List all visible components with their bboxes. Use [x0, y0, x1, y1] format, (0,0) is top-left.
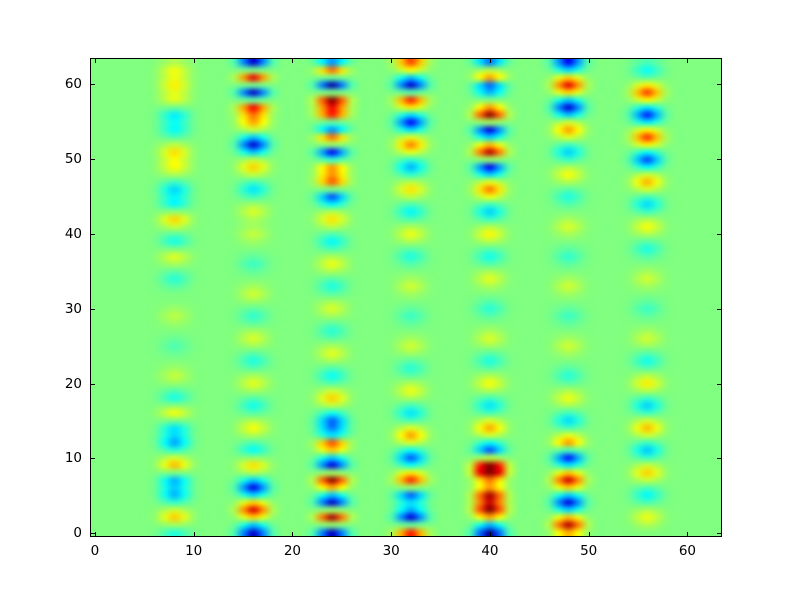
x-tick-label: 30 — [382, 543, 400, 559]
x-tick-label: 40 — [481, 543, 499, 559]
heatmap-image — [91, 59, 721, 536]
x-tick-mark — [94, 59, 96, 63]
y-tick-mark — [717, 233, 721, 235]
y-tick-mark — [717, 458, 721, 460]
y-tick-mark — [717, 84, 721, 86]
x-tick-mark — [193, 59, 195, 63]
y-tick-mark — [717, 533, 721, 535]
x-tick-mark — [391, 59, 393, 63]
y-tick-label: 60 — [64, 76, 82, 93]
y-tick-label: 0 — [73, 525, 82, 542]
x-tick-mark — [193, 532, 195, 536]
x-tick-mark — [489, 59, 491, 63]
x-tick-label: 10 — [185, 543, 203, 559]
y-tick-label: 10 — [64, 450, 82, 467]
y-tick-mark — [91, 84, 95, 86]
y-tick-label: 30 — [64, 300, 82, 317]
x-tick-mark — [292, 532, 294, 536]
y-tick-mark — [91, 233, 95, 235]
y-tick-mark — [91, 458, 95, 460]
x-tick-mark — [588, 59, 590, 63]
x-tick-mark — [687, 59, 689, 63]
y-tick-mark — [91, 308, 95, 310]
y-tick-mark — [717, 383, 721, 385]
y-tick-mark — [91, 533, 95, 535]
y-tick-label: 20 — [64, 375, 82, 392]
y-tick-mark — [91, 159, 95, 161]
x-tick-label: 60 — [678, 543, 697, 559]
x-tick-label: 50 — [580, 543, 598, 559]
x-tick-mark — [687, 532, 689, 536]
y-tick-mark — [717, 159, 721, 161]
x-tick-mark — [292, 59, 294, 63]
heatmap-axes[interactable] — [90, 58, 722, 537]
y-tick-mark — [717, 308, 721, 310]
y-tick-label: 40 — [64, 225, 82, 242]
y-tick-mark — [91, 383, 95, 385]
x-tick-mark — [489, 532, 491, 536]
x-tick-mark — [391, 532, 393, 536]
x-tick-mark — [588, 532, 590, 536]
y-tick-label: 50 — [64, 151, 82, 168]
x-tick-label: 20 — [283, 543, 302, 559]
x-tick-mark — [94, 532, 96, 536]
x-tick-label: 0 — [90, 543, 100, 559]
